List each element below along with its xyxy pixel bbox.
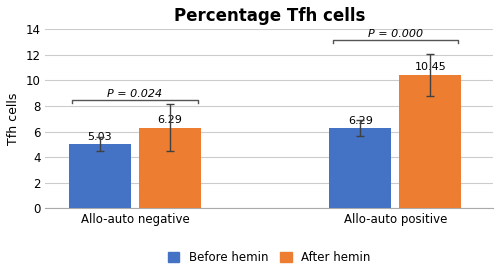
- Text: 6.29: 6.29: [158, 115, 182, 125]
- Legend: Before hemin, After hemin: Before hemin, After hemin: [163, 246, 376, 267]
- Text: 5.03: 5.03: [88, 132, 112, 142]
- Bar: [330, 128, 392, 208]
- Text: P = 0.000: P = 0.000: [368, 29, 423, 39]
- Text: P = 0.024: P = 0.024: [108, 89, 162, 99]
- Text: 6.29: 6.29: [348, 116, 373, 125]
- Text: 10.45: 10.45: [414, 62, 446, 72]
- Title: Percentage Tfh cells: Percentage Tfh cells: [174, 7, 365, 25]
- Bar: [69, 144, 131, 208]
- Bar: [139, 128, 201, 208]
- Y-axis label: Tfh cells: Tfh cells: [7, 93, 20, 145]
- Bar: [400, 75, 462, 208]
